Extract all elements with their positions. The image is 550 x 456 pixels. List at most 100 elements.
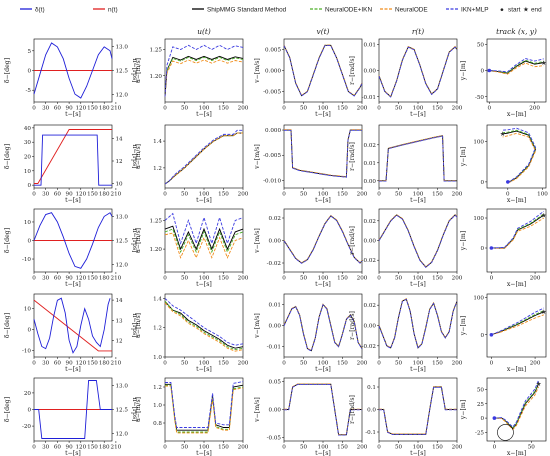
row1-input-ylabel-delta: δ−[deg] xyxy=(4,144,11,169)
legend-label-0: δ(t) xyxy=(35,6,45,13)
legend-entry-5: IKN+MLP xyxy=(446,6,489,13)
row3-v-xtick-label-3: 150 xyxy=(337,361,348,367)
row4-v-ytick-label-0: -0.05 xyxy=(267,436,282,442)
row4-r-xtick-label-0: 0 xyxy=(377,445,381,451)
row1-input-delta-ytick-label-1: 10 xyxy=(24,169,32,175)
row4-input-xtick-label-5: 150 xyxy=(87,445,98,451)
row0-v-xtick-label-3: 150 xyxy=(337,106,348,112)
row3-u-xlabel: t−[s] xyxy=(196,366,212,373)
row1-input-xtick-label-0: 0 xyxy=(32,192,36,198)
row2-track-series-2 xyxy=(491,217,545,249)
row1-input-xtick-label-3: 90 xyxy=(66,192,74,198)
row1-v-xtick-label-2: 100 xyxy=(318,192,329,198)
row2-r-frame xyxy=(378,208,458,273)
row3-u-series-3 xyxy=(164,298,244,346)
row4-track-xtick-label-1: 50 xyxy=(528,445,536,451)
row4-track-ytick-label-0: -25 xyxy=(475,430,484,436)
row4-input-xtick-label-0: 0 xyxy=(32,445,36,451)
row0-r-series-0 xyxy=(378,46,458,98)
row0-track-ytick-label-1: 0 xyxy=(480,69,484,75)
row3-r-xtick-label-3: 150 xyxy=(432,361,443,367)
row0-input-n-ytick-label-1: 12.5 xyxy=(116,69,129,75)
column-title-3: track (x, y) xyxy=(496,27,537,36)
row4-v-xtick-label-4: 200 xyxy=(357,445,368,451)
row1-u-series-3 xyxy=(164,129,243,185)
row3-track-ytick-label-0: 0 xyxy=(480,333,484,339)
row2-u-ytick-label-0: 1.20 xyxy=(150,247,163,253)
row0-input-xtick-label-0: 0 xyxy=(32,106,36,112)
row1-r-xtick-label-2: 100 xyxy=(413,192,424,198)
row1-r-ytick-label-2: 0.02 xyxy=(364,143,377,149)
row3-u-xtick-label-4: 200 xyxy=(238,361,249,367)
row4-input-xtick-label-6: 180 xyxy=(99,445,110,451)
row1-r-series-1 xyxy=(379,135,457,182)
row2-input-delta-ytick-label-0: -10 xyxy=(22,257,31,263)
row2-input-ylabel-n: n−[rps] xyxy=(131,228,138,252)
row4-track-ytick-label-1: 0 xyxy=(480,416,484,422)
row2-r-panel: 0 50 100 150 200 -0.02 0.00 0.02 r−[rad/s] t−[s] xyxy=(349,208,463,288)
row4-input-xtick-label-7: 210 xyxy=(111,445,122,451)
row0-u-xtick-label-4: 200 xyxy=(238,106,249,112)
row3-track-xtick-label-1: 200 xyxy=(530,361,541,367)
row1-u-ylabel: u−[m/s] xyxy=(135,144,142,169)
row4-track-panel: ★ 0 50 -25 0 25 50 y−[m] x−[m] xyxy=(460,377,547,456)
row4-r-xtick-label-2: 100 xyxy=(413,445,424,451)
row0-u-series-2 xyxy=(164,59,244,97)
row3-v-panel: 0 50 100 150 200 -0.01 0.00 0.01 v−[m/s] t−[s] xyxy=(254,293,368,373)
row4-track-xlabel: x−[m] xyxy=(507,450,526,456)
row2-v-ytick-label-0: -0.02 xyxy=(267,261,282,267)
row2-u-xtick-label-4: 200 xyxy=(238,276,249,282)
row3-r-series-0 xyxy=(378,298,458,349)
row0-input-ylabel-n: n−[rps] xyxy=(131,58,138,82)
row2-input-delta-line xyxy=(33,212,113,269)
row3-u-series-0 xyxy=(164,301,244,349)
row2-input-n-ytick-label-2: 13.0 xyxy=(116,214,129,220)
row2-input-xtick-label-2: 60 xyxy=(54,276,62,282)
row1-v-ytick-label-0: -0.010 xyxy=(263,178,281,184)
row2-track-xtick-label-0: 0 xyxy=(490,276,494,282)
column-title-2: r(t) xyxy=(412,27,424,36)
row4-u-xtick-label-4: 200 xyxy=(238,445,249,451)
row3-input-xtick-label-2: 60 xyxy=(54,361,62,367)
row3-v-xtick-label-2: 100 xyxy=(318,361,329,367)
row4-r-series-2 xyxy=(379,386,457,435)
row3-input-xtick-label-6: 180 xyxy=(99,361,110,367)
row3-input-n-ytick-label-2: 14 xyxy=(116,298,124,304)
row0-r-xtick-label-4: 200 xyxy=(452,106,463,112)
row2-v-xlabel: t−[s] xyxy=(315,281,331,288)
legend-label-2: ShipMMG Standard Method xyxy=(207,6,287,13)
row4-u-xtick-label-0: 0 xyxy=(163,445,167,451)
row3-r-ytick-label-2: 0.02 xyxy=(364,303,377,309)
row2-u-series-1 xyxy=(164,228,244,254)
row2-v-series-3 xyxy=(283,215,363,264)
row0-input-n-ytick-label-2: 13.0 xyxy=(116,44,129,50)
row3-input-xtick-label-7: 210 xyxy=(111,361,122,367)
row4-input-n-ytick-label-0: 12.0 xyxy=(116,432,129,438)
row1-u-xtick-label-3: 150 xyxy=(218,192,229,198)
row2-track-end-marker: ★ xyxy=(541,211,547,219)
row1-input-n-line xyxy=(34,129,112,184)
row3-u-ylabel: u−[m/s] xyxy=(135,313,142,338)
row3-input-delta-ytick-label-0: -10 xyxy=(22,349,31,355)
row3-input-ylabel-delta: δ−[deg] xyxy=(4,313,11,338)
row3-track-frame xyxy=(486,293,547,358)
row2-input-xtick-label-5: 150 xyxy=(87,276,98,282)
row4-input-n-ytick-label-1: 12.5 xyxy=(116,408,129,414)
row0-v-panel: 0 50 100 150 200 -0.005 0.000 0.005 v−[m/s] t−[s] xyxy=(254,38,368,118)
row0-track-ylabel: y−[m] xyxy=(460,61,467,81)
row4-track-ylabel: y−[m] xyxy=(460,400,467,420)
column-title-1: v(t) xyxy=(317,27,330,36)
row1-u-frame xyxy=(164,124,244,189)
row3-u-xtick-label-0: 0 xyxy=(163,361,167,367)
row4-u-ytick-label-1: 1.0 xyxy=(153,403,162,409)
row3-v-ylabel: v−[m/s] xyxy=(254,313,261,339)
row2-u-xtick-label-2: 100 xyxy=(199,276,210,282)
legend-entry-3: NeuralODE+IKN xyxy=(310,6,372,13)
row3-u-series-2 xyxy=(164,302,244,352)
row2-track-panel: ★ 0 200 0 100 y−[m] x−[m] xyxy=(460,208,547,288)
row1-r-xtick-label-3: 150 xyxy=(432,192,443,198)
row0-input-delta-ytick-label-1: 0 xyxy=(27,69,31,75)
row2-input-xtick-label-4: 120 xyxy=(75,276,86,282)
row0-r-ytick-label-2: 0.01 xyxy=(364,42,376,48)
